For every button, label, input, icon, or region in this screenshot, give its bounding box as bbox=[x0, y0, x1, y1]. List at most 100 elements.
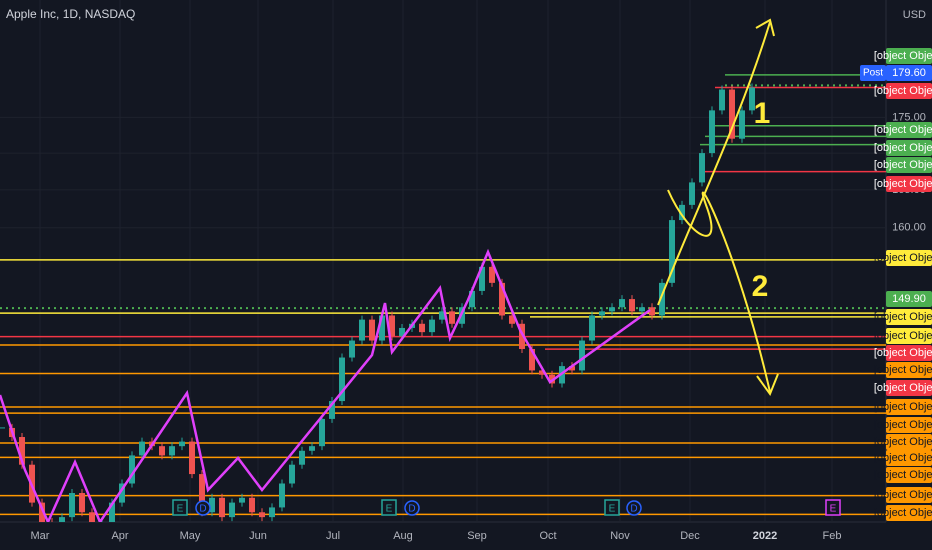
price-badge bbox=[886, 48, 932, 64]
candle-body bbox=[479, 266, 485, 291]
candle-body bbox=[419, 323, 425, 333]
price-badge bbox=[886, 309, 932, 325]
price-badge bbox=[886, 380, 932, 396]
grid bbox=[0, 0, 886, 522]
x-tick-label: 2022 bbox=[753, 530, 777, 542]
event-label: E bbox=[830, 504, 837, 515]
event-label: E bbox=[386, 504, 393, 515]
x-tick-label: Jul bbox=[326, 530, 340, 542]
candle-body bbox=[699, 153, 705, 183]
x-tick-label: Feb bbox=[823, 530, 842, 542]
post-label: Post bbox=[863, 68, 883, 79]
price-badge bbox=[886, 328, 932, 344]
event-label: D bbox=[630, 504, 637, 515]
candle-body bbox=[329, 401, 335, 419]
candle-body bbox=[429, 319, 435, 333]
price-label: [object Object] bbox=[874, 85, 932, 97]
price-label: [object Object] bbox=[874, 330, 932, 342]
x-tick-label: Dec bbox=[680, 530, 700, 542]
price-label: [object Object] bbox=[874, 364, 932, 376]
annotation: 2 bbox=[752, 270, 769, 303]
price-badge bbox=[886, 505, 932, 521]
candle-body bbox=[639, 307, 645, 312]
price-label: [object Object] bbox=[874, 489, 932, 501]
event-marker bbox=[195, 500, 211, 516]
down-arrow bbox=[667, 189, 771, 393]
candle-body bbox=[539, 370, 545, 375]
candle-body bbox=[609, 307, 615, 312]
event-label: E bbox=[177, 504, 184, 515]
candle-body bbox=[659, 282, 665, 316]
x-tick-label: May bbox=[180, 530, 201, 542]
candle-body bbox=[489, 266, 495, 283]
down-arrowhead bbox=[756, 373, 779, 397]
zigzag-drawing bbox=[0, 248, 651, 522]
price-label: [object Object] bbox=[874, 142, 932, 154]
candle-body bbox=[139, 441, 145, 456]
post-badge bbox=[860, 65, 886, 81]
candle-body bbox=[719, 89, 725, 111]
candle-body bbox=[369, 319, 375, 341]
price-badge bbox=[886, 122, 932, 138]
candle-body bbox=[69, 493, 75, 518]
x-tick-label: Oct bbox=[539, 530, 556, 542]
event-label: D bbox=[408, 504, 415, 515]
price-badge bbox=[886, 83, 932, 99]
price-label: [object Object] bbox=[874, 124, 932, 136]
candle-body bbox=[269, 507, 275, 518]
levels bbox=[0, 74, 886, 516]
candle-body bbox=[629, 299, 635, 312]
event-label: D bbox=[199, 504, 206, 515]
candle-body bbox=[129, 455, 135, 484]
price-badge bbox=[886, 362, 932, 378]
candle-body bbox=[449, 311, 455, 324]
event-marker bbox=[604, 499, 620, 516]
currency: USD bbox=[903, 9, 926, 21]
event-marker bbox=[404, 500, 420, 516]
candle-body bbox=[519, 323, 525, 350]
candle-body bbox=[299, 450, 305, 465]
candle-body bbox=[529, 349, 535, 371]
price-label: [object Object] bbox=[874, 347, 932, 359]
candle-body bbox=[499, 282, 505, 316]
candle-body bbox=[439, 311, 445, 320]
price-badge bbox=[886, 140, 932, 156]
candle-body bbox=[199, 474, 205, 513]
candle-body bbox=[209, 497, 215, 513]
event-marker bbox=[825, 499, 841, 516]
price-label: [object Object] bbox=[874, 178, 932, 190]
candle-body bbox=[229, 502, 235, 518]
candle-body bbox=[289, 464, 295, 484]
candle-body bbox=[399, 327, 405, 337]
price-label: [object Object] bbox=[874, 419, 932, 431]
event-marker bbox=[172, 499, 188, 516]
candle-body bbox=[359, 319, 365, 341]
candle-body bbox=[89, 512, 95, 522]
candle-body bbox=[709, 110, 715, 154]
candle-body bbox=[389, 315, 395, 337]
price-badge bbox=[886, 434, 932, 450]
x-tick-label: Aug bbox=[393, 530, 413, 542]
price-badge bbox=[886, 467, 932, 483]
x-tick-label: Nov bbox=[610, 530, 630, 542]
x-tick-label: Mar bbox=[31, 530, 50, 542]
candle-body bbox=[739, 110, 745, 139]
price-label: 179.60 bbox=[892, 67, 926, 79]
x-tick-label: Sep bbox=[467, 530, 487, 542]
y-tick-label: 160.00 bbox=[892, 222, 926, 234]
candle-body bbox=[729, 89, 735, 139]
candle-body bbox=[159, 446, 165, 456]
event-label: E bbox=[609, 504, 616, 515]
candle-body bbox=[679, 204, 685, 221]
candle-body bbox=[219, 497, 225, 518]
event-marker bbox=[626, 500, 642, 516]
candle-body bbox=[649, 307, 655, 316]
price-badge bbox=[886, 417, 932, 433]
candle-body bbox=[279, 483, 285, 508]
price-label: [object Object] bbox=[874, 436, 932, 448]
price-label: [object Object] bbox=[874, 50, 932, 62]
price-badge bbox=[886, 450, 932, 466]
candle-body bbox=[589, 315, 595, 341]
